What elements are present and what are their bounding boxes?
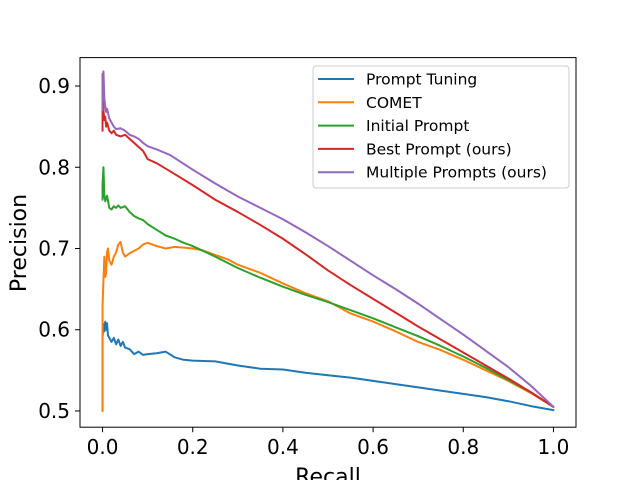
y-axis-label: Precision: [7, 194, 32, 292]
series-layer: [101, 70, 555, 412]
y-tick-label: 0.6: [38, 318, 70, 342]
plot-frame: [79, 57, 577, 428]
legend-label-3: Best Prompt (ours): [366, 140, 512, 158]
x-tick-label: 0.4: [267, 435, 299, 459]
legend-label-1: COMET: [366, 94, 422, 112]
legend-label-0: Prompt Tuning: [366, 71, 477, 89]
x-tick-label: 0.8: [447, 435, 479, 459]
y-tick-label: 0.7: [38, 236, 70, 260]
x-axis: 0.0 0.2 0.4 0.6 0.8 1.0: [87, 427, 570, 459]
legend: Prompt Tuning COMET Initial Prompt Best Pro…: [312, 65, 570, 189]
y-tick-label: 0.5: [38, 399, 70, 423]
x-tick-label: 0.2: [177, 435, 209, 459]
legend-box: [312, 65, 570, 189]
y-tick-label: 0.8: [38, 155, 70, 179]
y-axis: 0.5 0.6 0.7 0.8 0.9: [38, 74, 80, 423]
x-axis-label: Recall: [295, 465, 361, 480]
x-tick-label: 0.6: [357, 435, 389, 459]
legend-label-4: Multiple Prompts (ours): [366, 164, 547, 182]
series-line-1: [101, 240, 555, 412]
series-line-3: [101, 72, 555, 408]
legend-label-2: Initial Prompt: [366, 117, 469, 135]
series-line-2: [101, 166, 555, 408]
series-line-4: [101, 70, 555, 408]
x-tick-label: 0.0: [87, 435, 119, 459]
series-line-0: [101, 320, 555, 412]
y-tick-label: 0.9: [38, 74, 70, 98]
x-tick-label: 1.0: [538, 435, 570, 459]
